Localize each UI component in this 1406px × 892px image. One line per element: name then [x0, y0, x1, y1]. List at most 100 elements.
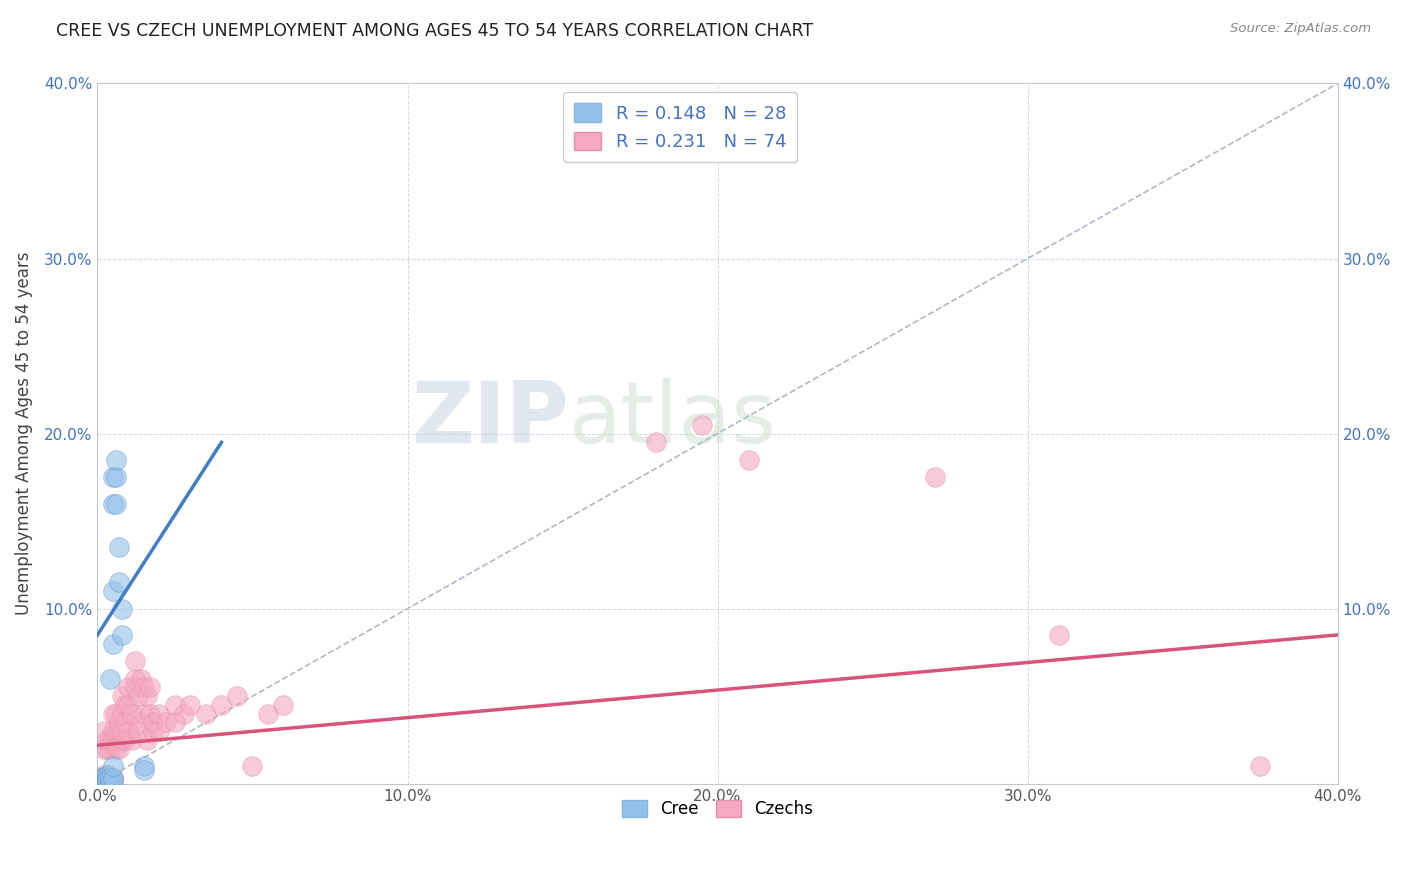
Point [163, 715, 186, 730]
Point [101, 470, 124, 484]
Text: Source: ZipAtlas.com: Source: ZipAtlas.com [1230, 22, 1371, 36]
Point [98, 775, 121, 789]
Point [101, 772, 124, 786]
Point [129, 715, 152, 730]
Point [98, 672, 121, 686]
Point [101, 724, 124, 739]
Point [98, 733, 121, 747]
Point [114, 733, 136, 747]
Point [132, 759, 155, 773]
Point [93, 775, 115, 789]
Point [111, 628, 134, 642]
Text: atlas: atlas [569, 378, 776, 461]
Point [98, 772, 121, 786]
Point [117, 724, 139, 739]
Point [179, 698, 201, 712]
Point [644, 435, 666, 450]
Point [132, 681, 155, 695]
Point [101, 773, 124, 788]
Point [105, 724, 128, 739]
Point [98, 772, 121, 786]
Point [93, 775, 115, 789]
Point [163, 698, 186, 712]
Point [924, 470, 946, 484]
Point [136, 733, 159, 747]
Point [139, 681, 162, 695]
Point [127, 724, 149, 739]
Point [142, 715, 165, 730]
Point [93, 772, 115, 786]
Point [195, 706, 218, 721]
Point [101, 497, 124, 511]
Point [129, 672, 152, 686]
Point [96, 770, 118, 784]
Point [117, 681, 139, 695]
Point [111, 689, 134, 703]
Text: ZIP: ZIP [411, 378, 569, 461]
Point [148, 724, 170, 739]
Point [96, 773, 118, 788]
Point [90, 773, 112, 788]
Point [101, 637, 124, 651]
Point [96, 773, 118, 788]
Point [98, 741, 121, 756]
Point [111, 733, 134, 747]
Point [155, 715, 177, 730]
Point [96, 775, 118, 789]
Point [114, 715, 136, 730]
Point [127, 689, 149, 703]
Point [90, 772, 112, 786]
Point [124, 672, 146, 686]
Point [690, 417, 713, 432]
Point [124, 681, 146, 695]
Point [132, 763, 155, 777]
Point [737, 453, 759, 467]
Point [242, 759, 264, 773]
Point [96, 768, 118, 782]
Point [1249, 759, 1271, 773]
Point [121, 733, 143, 747]
Point [105, 497, 128, 511]
Point [105, 706, 128, 721]
Legend: Cree, Czechs: Cree, Czechs [616, 793, 820, 824]
Point [124, 654, 146, 668]
Point [211, 698, 233, 712]
Point [111, 601, 134, 615]
Point [93, 724, 115, 739]
Text: CREE VS CZECH UNEMPLOYMENT AMONG AGES 45 TO 54 YEARS CORRELATION CHART: CREE VS CZECH UNEMPLOYMENT AMONG AGES 45… [56, 22, 813, 40]
Point [139, 706, 162, 721]
Point [105, 470, 128, 484]
Point [101, 772, 124, 786]
Point [1047, 628, 1070, 642]
Point [93, 773, 115, 788]
Point [257, 706, 280, 721]
Point [121, 706, 143, 721]
Point [273, 698, 295, 712]
Point [111, 724, 134, 739]
Point [96, 733, 118, 747]
Point [136, 689, 159, 703]
Point [105, 453, 128, 467]
Point [93, 768, 115, 782]
Point [108, 715, 131, 730]
Point [90, 772, 112, 786]
Point [105, 741, 128, 756]
Point [93, 741, 115, 756]
Point [90, 775, 112, 789]
Point [90, 773, 112, 788]
Point [142, 724, 165, 739]
Point [96, 773, 118, 788]
Point [132, 706, 155, 721]
Point [101, 733, 124, 747]
Point [108, 724, 131, 739]
Point [173, 706, 195, 721]
Point [148, 706, 170, 721]
Point [111, 706, 134, 721]
Point [226, 689, 249, 703]
Y-axis label: Unemployment Among Ages 45 to 54 years: Unemployment Among Ages 45 to 54 years [15, 252, 32, 615]
Point [108, 741, 131, 756]
Point [93, 770, 115, 784]
Point [96, 741, 118, 756]
Point [114, 698, 136, 712]
Point [108, 575, 131, 590]
